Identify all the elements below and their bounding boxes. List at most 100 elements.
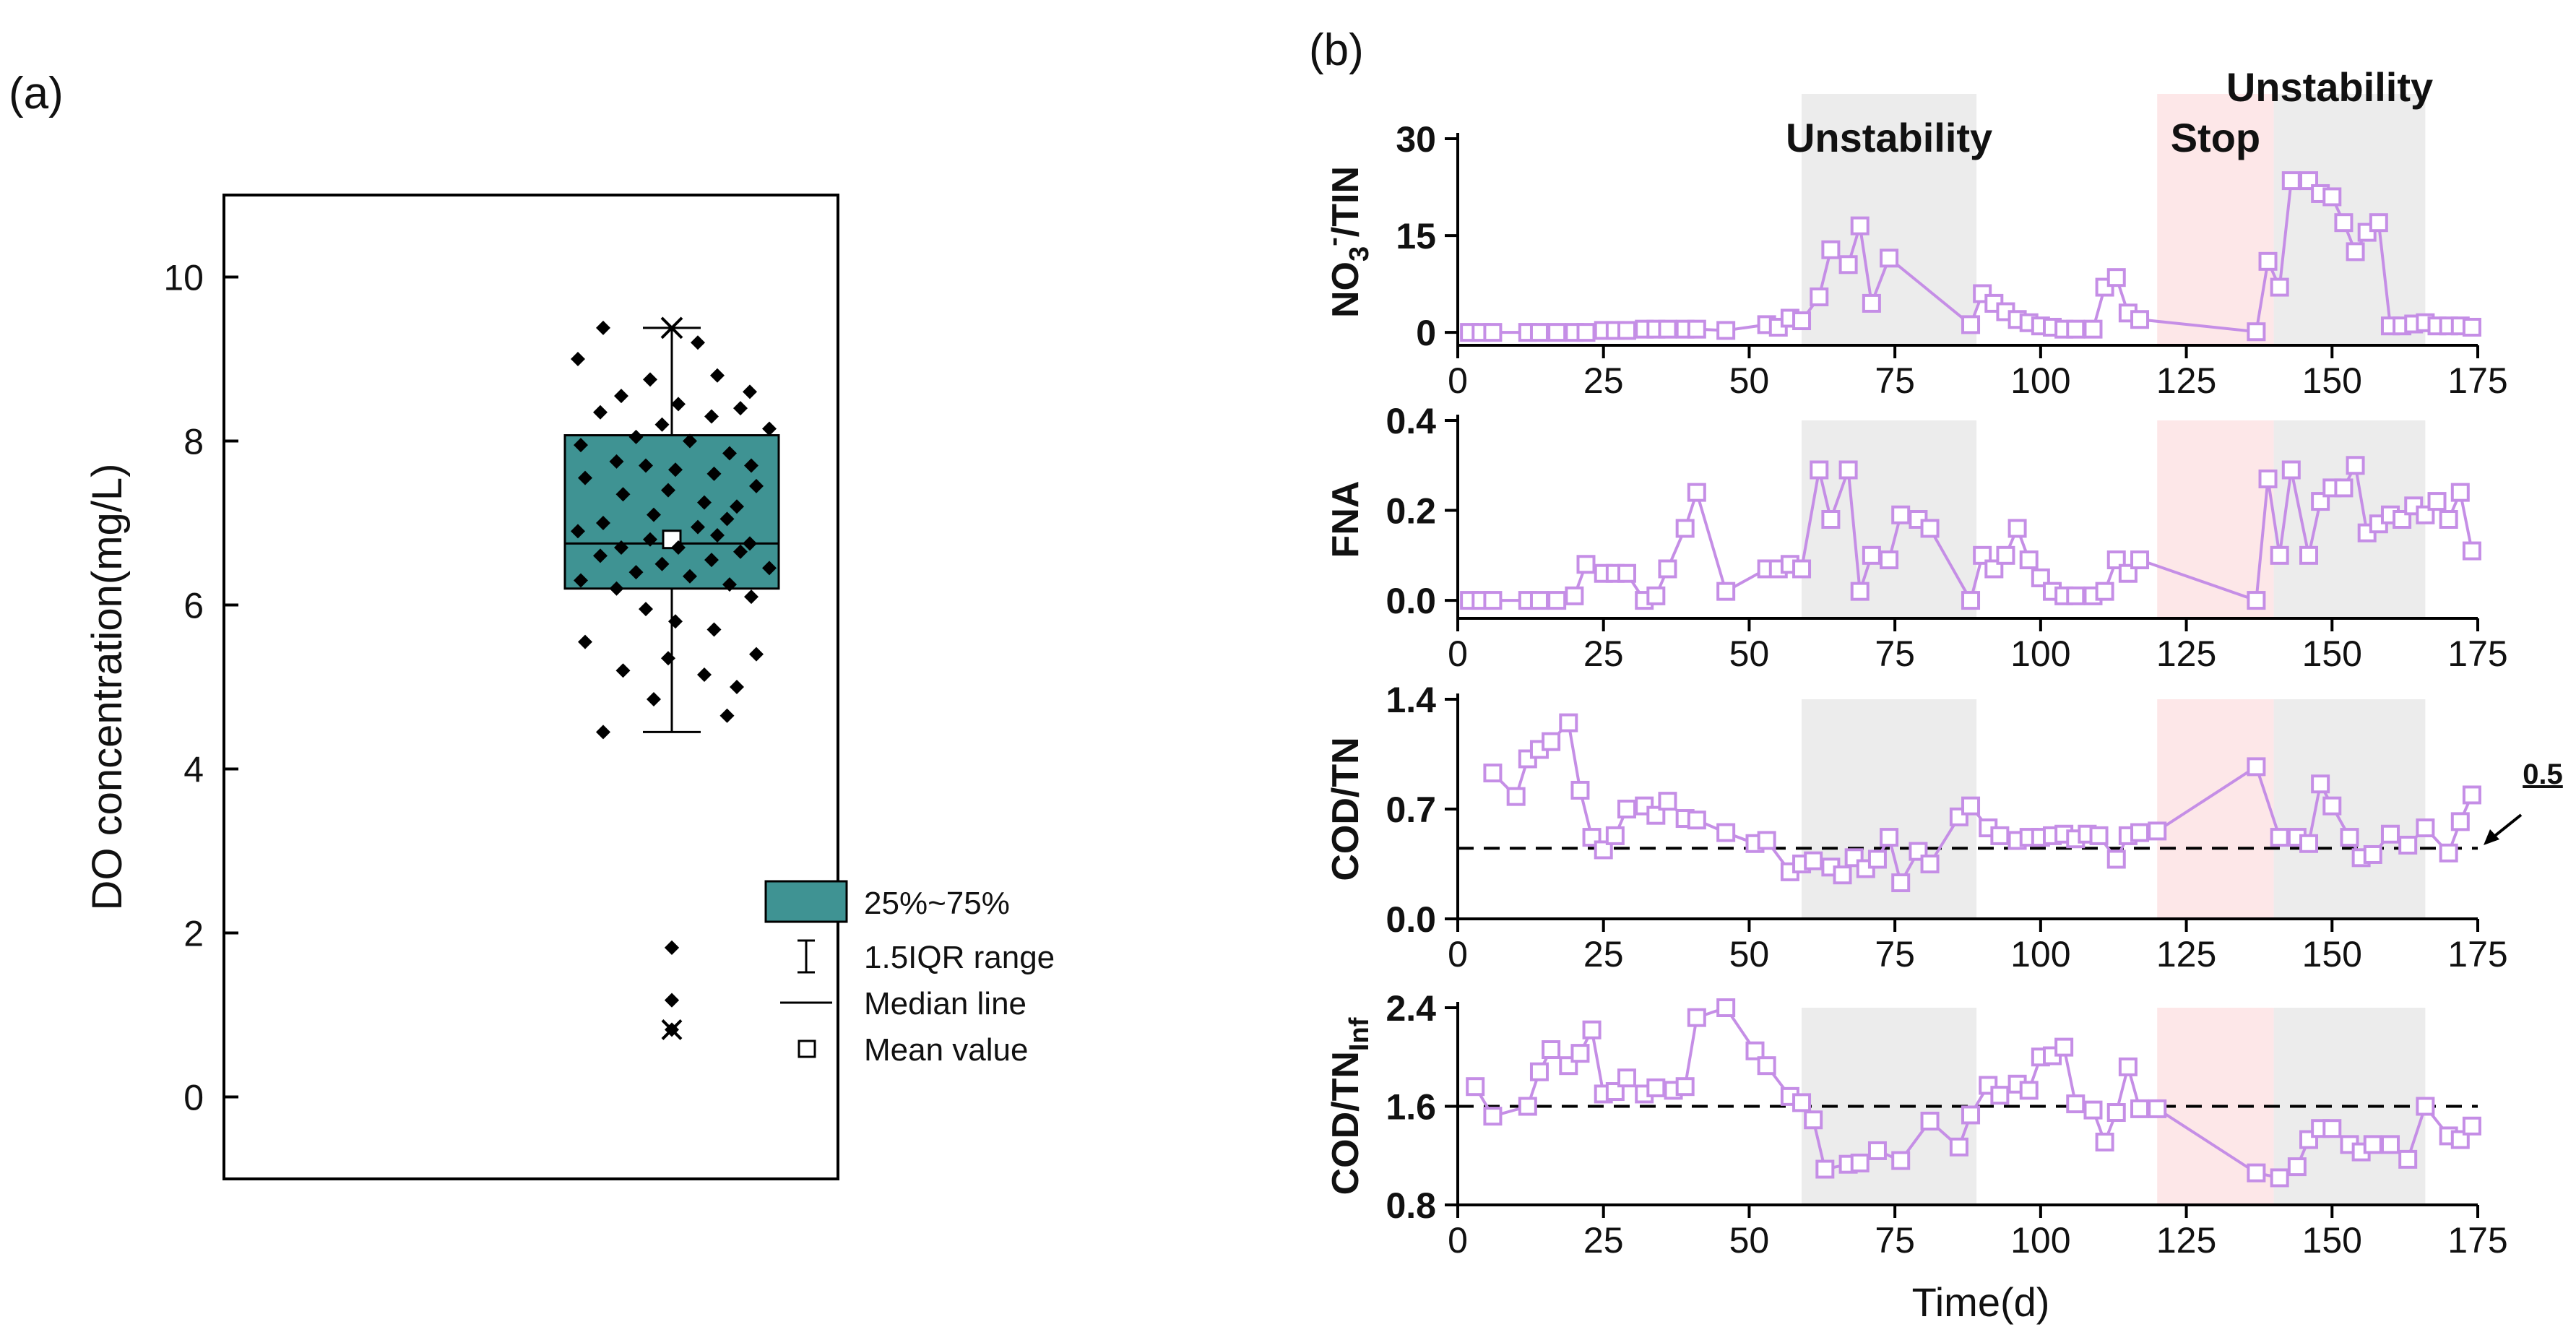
series-marker: [2311, 774, 2330, 794]
series-marker: [1617, 321, 1636, 340]
series-marker: [2299, 834, 2319, 853]
series-marker: [2439, 510, 2458, 529]
x-tick-label: 125: [2156, 360, 2216, 401]
series-marker: [2106, 268, 2126, 288]
data-point: [574, 438, 588, 453]
series-marker: [1658, 792, 1677, 811]
series-marker: [1961, 315, 1981, 334]
x-tick-label: 100: [2010, 934, 2070, 974]
series-marker: [1984, 559, 2004, 579]
series-marker: [2095, 582, 2114, 601]
series-marker: [1716, 823, 1736, 842]
data-point: [668, 614, 683, 629]
series-marker: [1757, 831, 1776, 850]
data-point: [643, 532, 657, 547]
series-marker: [2346, 242, 2365, 261]
series-marker: [1483, 591, 1503, 610]
series-marker: [1961, 796, 1981, 816]
series-marker: [1792, 1093, 1812, 1112]
series-marker: [1658, 559, 1677, 579]
series-marker: [1529, 591, 1549, 610]
series-marker: [2462, 541, 2481, 561]
min-marker: [661, 1019, 683, 1040]
y-tick-label: 4: [183, 750, 204, 790]
data-point: [615, 663, 631, 678]
series-marker: [1547, 591, 1567, 610]
series-marker: [2416, 818, 2435, 838]
series-marker: [1687, 319, 1706, 339]
data-point: [683, 433, 697, 449]
series-marker: [2299, 545, 2319, 565]
series-marker: [1850, 582, 1870, 601]
data-point: [719, 511, 735, 527]
unstability-label: Unstability: [2226, 64, 2433, 110]
series-marker: [1605, 826, 1625, 845]
x-tick-label: 0: [1448, 360, 1468, 401]
series-marker: [2066, 1094, 2086, 1114]
series-marker: [1570, 1044, 1590, 1063]
series-marker: [2130, 1099, 2150, 1118]
series-marker: [2322, 796, 2342, 816]
data-point: [706, 466, 722, 481]
data-point: [609, 454, 624, 469]
series-marker: [2416, 505, 2435, 524]
series-marker: [1850, 1153, 1870, 1172]
series-marker: [1792, 311, 1812, 331]
series-marker: [2380, 1135, 2400, 1154]
series-marker: [1646, 805, 1666, 825]
x-tick-label: 75: [1875, 634, 1915, 674]
series-marker: [2311, 492, 2330, 511]
series-marker: [1792, 559, 1812, 579]
series-marker: [1990, 1086, 2010, 1105]
data-point: [647, 507, 661, 522]
series-marker: [1594, 840, 1613, 860]
series-marker: [1570, 780, 1590, 800]
data-point: [593, 548, 608, 563]
series-marker: [2393, 510, 2412, 529]
data-point: [578, 634, 592, 649]
subplot-4: 0 25 50 75 100 125 150 175 0.8 1.6 2.4 COD/TNInf: [1325, 988, 2508, 1261]
y-tick-label: 0.0: [1386, 899, 1436, 940]
series-marker: [2130, 310, 2150, 329]
x-tick-label: 50: [1729, 634, 1770, 674]
series-marker: [1542, 1040, 1561, 1060]
series-marker: [2258, 251, 2278, 271]
data-point: [614, 540, 628, 556]
series-marker: [2462, 785, 2481, 805]
series-marker: [2398, 1149, 2418, 1169]
series-marker: [2095, 1132, 2114, 1151]
series-marker: [2118, 1057, 2138, 1076]
series-marker: [1605, 1082, 1625, 1102]
x-tick-label: 125: [2156, 634, 2216, 674]
y-axis-label: FNA: [1325, 481, 1367, 558]
series-marker: [2439, 843, 2458, 863]
outlier-point: [665, 940, 679, 955]
data-point: [749, 478, 764, 493]
series-marker: [1687, 483, 1706, 502]
series-marker: [1547, 323, 1567, 342]
x-tick-label: 150: [2302, 934, 2362, 974]
data-point: [733, 544, 748, 559]
series-marker: [2258, 469, 2278, 488]
series-marker: [2106, 1103, 2126, 1123]
x-tick-label: 75: [1875, 360, 1915, 401]
data-point: [593, 405, 608, 420]
series-marker: [2334, 478, 2354, 498]
series-marker: [2066, 319, 2086, 339]
series-marker: [1949, 1137, 1968, 1157]
series-marker: [1880, 550, 1899, 570]
series-marker: [1891, 1151, 1911, 1170]
subplot-1: 0 25 50 75 100 125 150 175 0 15 30 NO3-/TIN: [1318, 94, 2508, 401]
legend-label: 1.5IQR range: [864, 940, 1055, 975]
data-point: [661, 483, 675, 498]
x-tick-label: 0: [1448, 634, 1468, 674]
x-tick-label: 25: [1583, 934, 1624, 974]
y-tick-label: 15: [1396, 216, 1436, 256]
series-marker: [1920, 855, 1940, 873]
x-tick-label: 175: [2447, 1220, 2507, 1261]
series-marker: [1838, 255, 1858, 275]
series-marker: [2270, 1168, 2289, 1188]
series-marker: [1810, 287, 1829, 306]
series-marker: [2247, 591, 2266, 610]
data-point: [628, 565, 644, 580]
